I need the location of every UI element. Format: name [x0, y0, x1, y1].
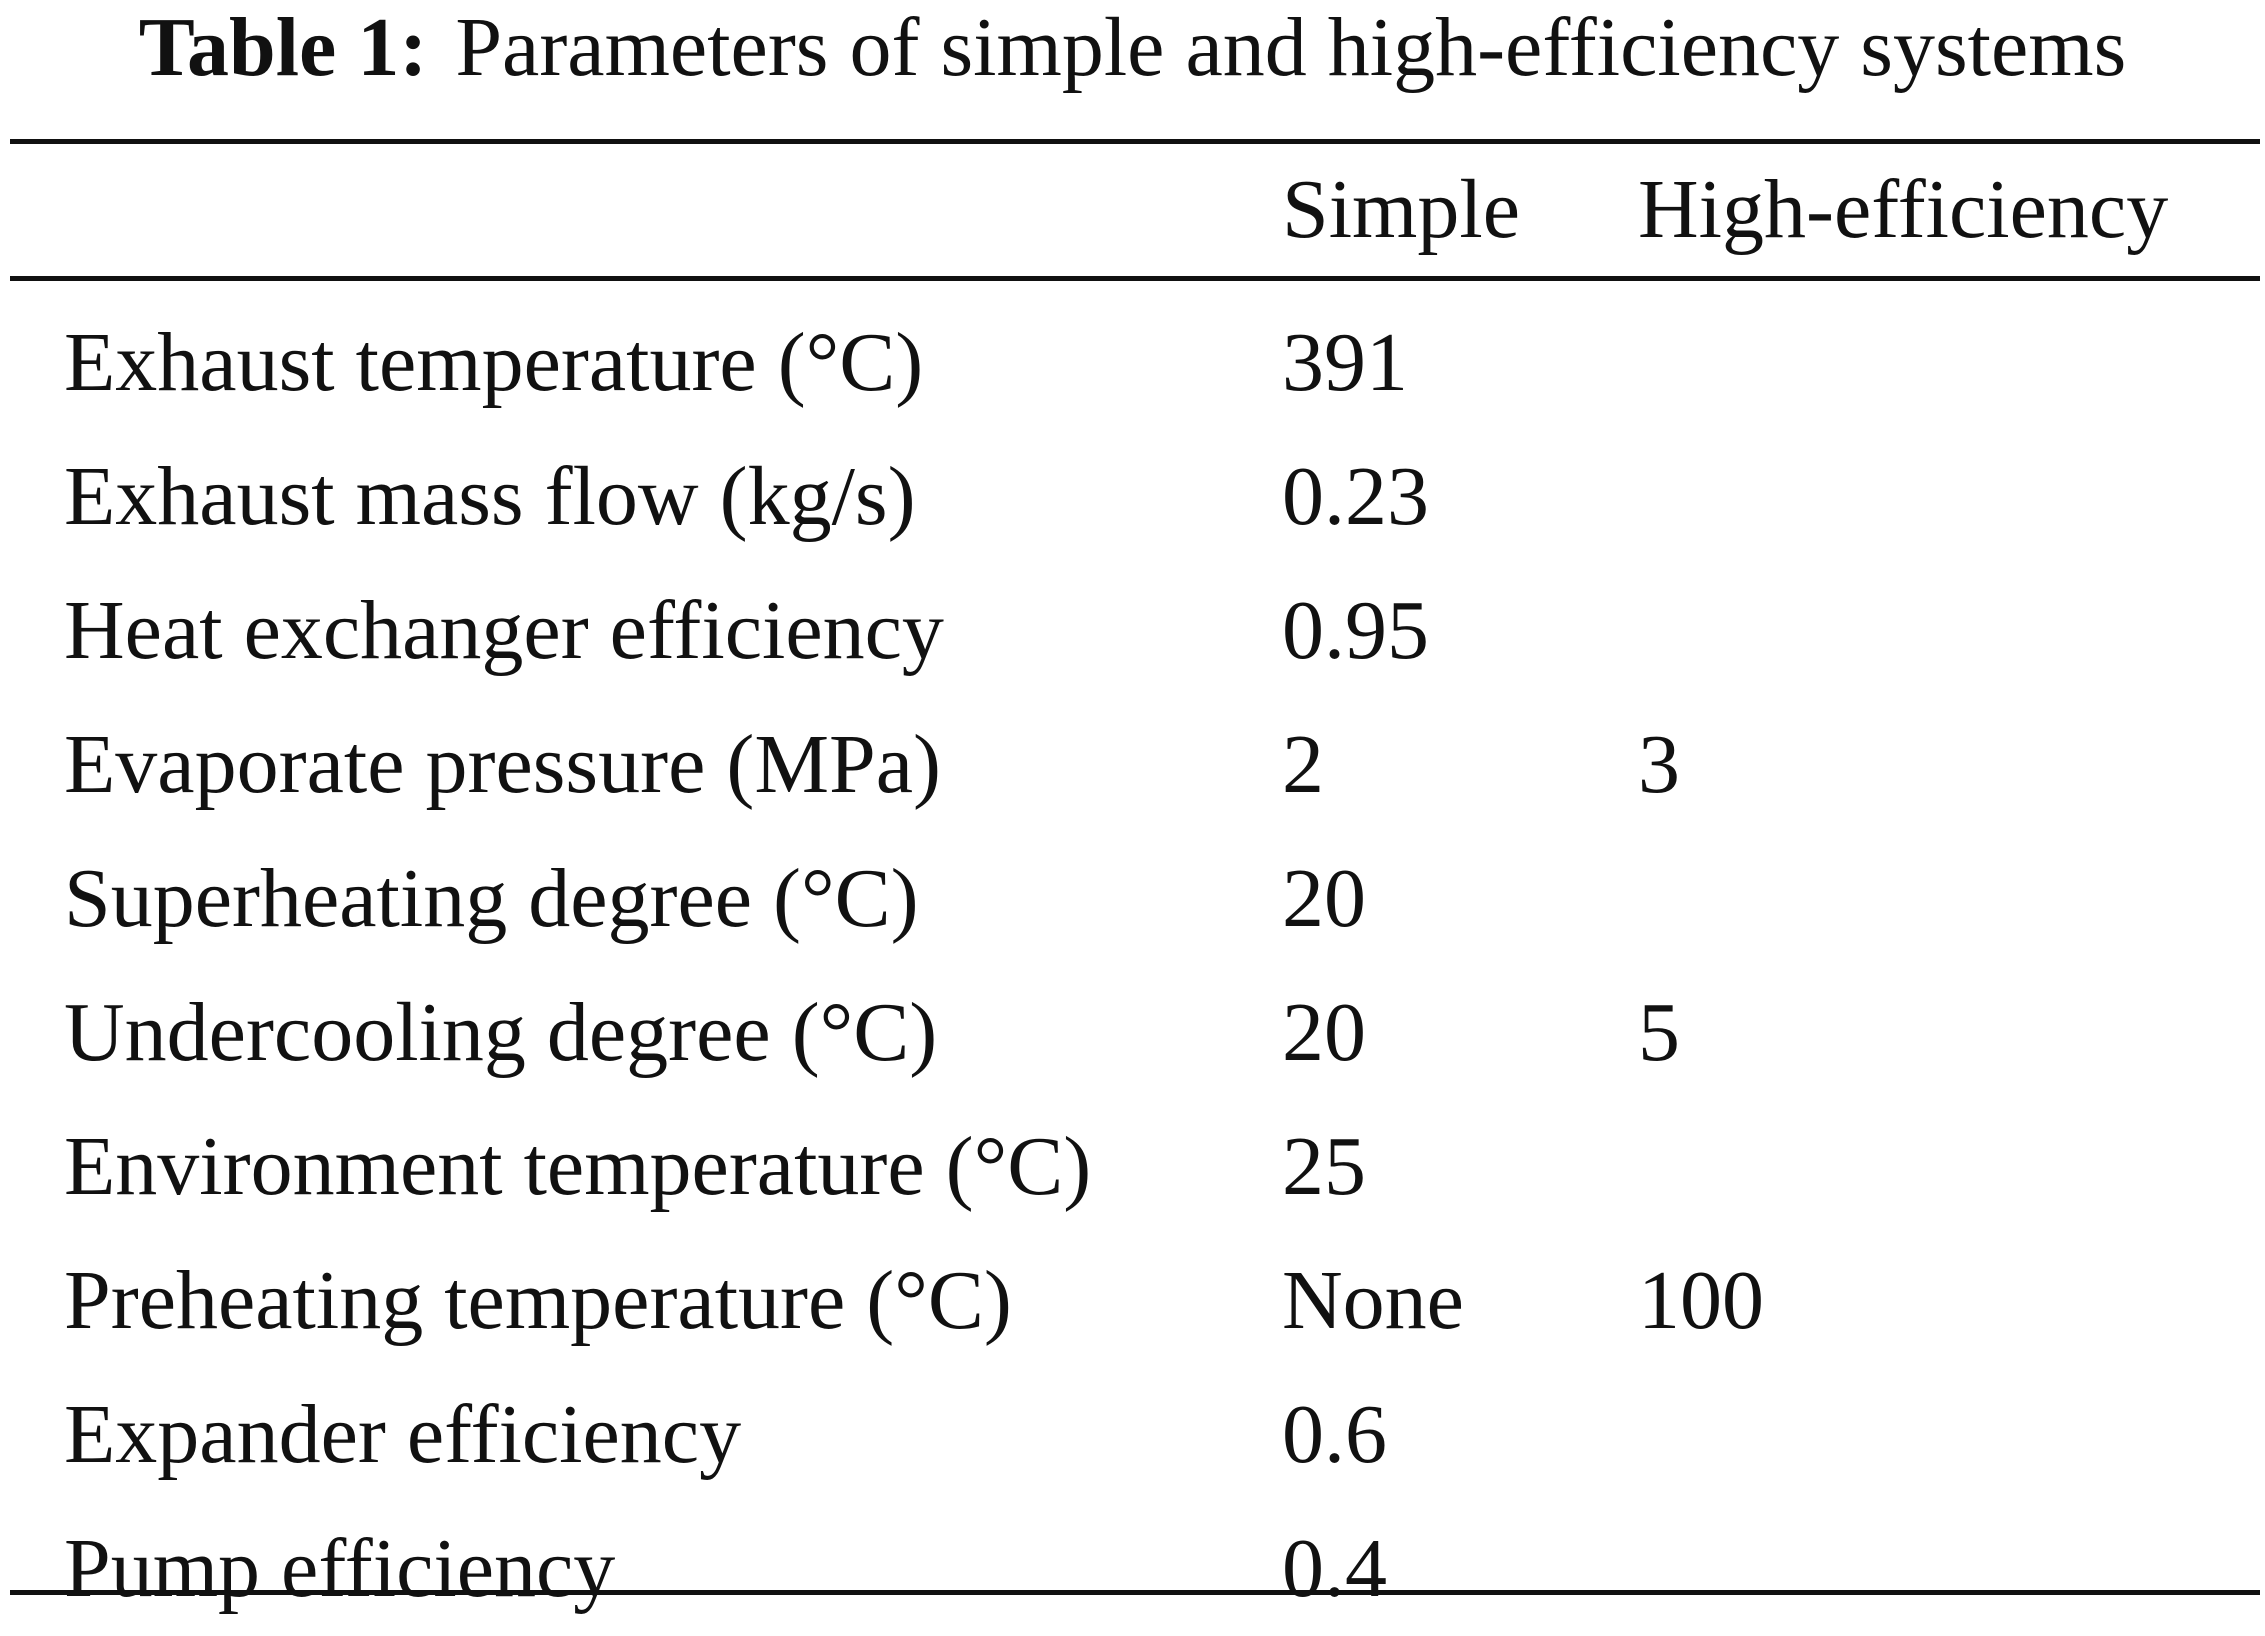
- simple-value-cell: 0.4: [1282, 1522, 1387, 1615]
- column-header-high-efficiency: High-efficiency: [1638, 163, 2169, 256]
- table-row: Heat exchanger efficiency 0.95: [0, 564, 2265, 698]
- table-row: Exhaust mass flow (kg/s) 0.23: [0, 430, 2265, 564]
- table-row: Superheating degree (°C) 20: [0, 832, 2265, 966]
- parameter-cell: Evaporate pressure (MPa): [64, 718, 941, 811]
- table-row: Pump efficiency 0.4: [0, 1502, 2265, 1636]
- simple-value-cell: 0.6: [1282, 1388, 1387, 1481]
- table-header-row: Simple High-efficiency: [0, 150, 2265, 270]
- table-row: Evaporate pressure (MPa) 2 3: [0, 698, 2265, 832]
- parameter-cell: Undercooling degree (°C): [64, 986, 938, 1079]
- table-row: Undercooling degree (°C) 20 5: [0, 966, 2265, 1100]
- simple-value-cell: None: [1282, 1254, 1464, 1347]
- simple-value-cell: 0.23: [1282, 450, 1429, 543]
- simple-value-cell: 391: [1282, 316, 1408, 409]
- parameter-cell: Exhaust temperature (°C): [64, 316, 924, 409]
- simple-value-cell: 25: [1282, 1120, 1366, 1213]
- table-caption: Table 1: Parameters of simple and high-ef…: [0, 0, 2265, 96]
- table-caption-label: Table 1:: [138, 1, 428, 94]
- table-bottom-rule: [10, 1590, 2260, 1595]
- table-body: Exhaust temperature (°C) 391 Exhaust mas…: [0, 296, 2265, 1636]
- table-row: Preheating temperature (°C) None 100: [0, 1234, 2265, 1368]
- high-efficiency-value-cell: 3: [1638, 718, 1680, 811]
- table-caption-text: Parameters of simple and high-efficiency…: [455, 1, 2127, 94]
- simple-value-cell: 20: [1282, 986, 1366, 1079]
- parameter-cell: Preheating temperature (°C): [64, 1254, 1012, 1347]
- simple-value-cell: 0.95: [1282, 584, 1429, 677]
- table-top-rule: [10, 139, 2260, 144]
- column-header-simple: Simple: [1282, 163, 1521, 256]
- high-efficiency-value-cell: 100: [1638, 1254, 1764, 1347]
- parameter-cell: Heat exchanger efficiency: [64, 584, 944, 677]
- high-efficiency-value-cell: 5: [1638, 986, 1680, 1079]
- simple-value-cell: 20: [1282, 852, 1366, 945]
- parameter-cell: Superheating degree (°C): [64, 852, 919, 945]
- table-row: Expander efficiency 0.6: [0, 1368, 2265, 1502]
- parameter-cell: Environment temperature (°C): [64, 1120, 1092, 1213]
- parameter-cell: Pump efficiency: [64, 1522, 616, 1615]
- table-header-rule: [10, 276, 2260, 281]
- table-row: Exhaust temperature (°C) 391: [0, 296, 2265, 430]
- parameter-cell: Expander efficiency: [64, 1388, 742, 1481]
- table-row: Environment temperature (°C) 25: [0, 1100, 2265, 1234]
- parameter-cell: Exhaust mass flow (kg/s): [64, 450, 916, 543]
- simple-value-cell: 2: [1282, 718, 1324, 811]
